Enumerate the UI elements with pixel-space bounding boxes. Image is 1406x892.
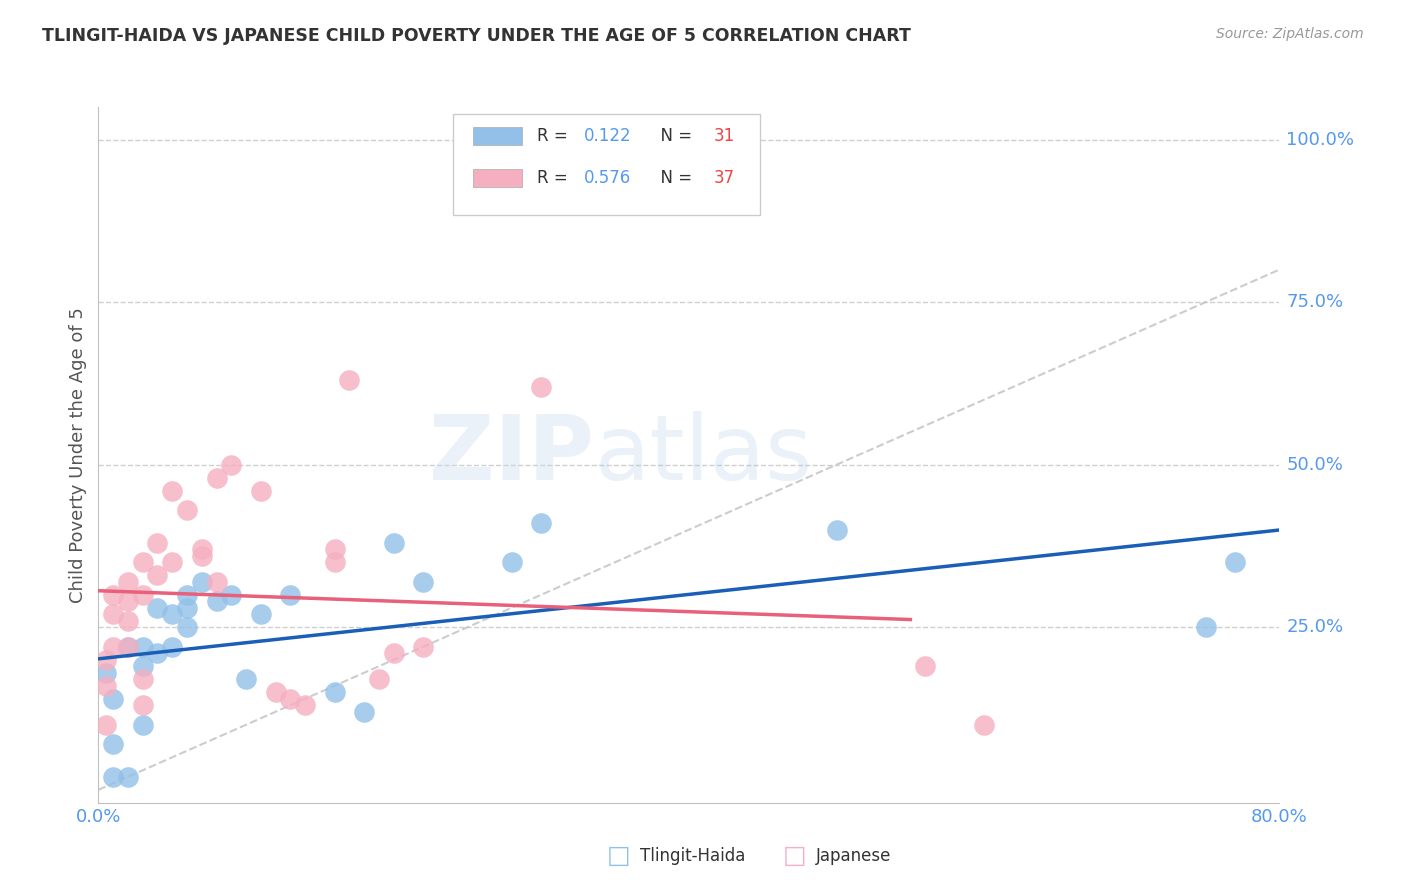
Point (501, 555, 523, 569)
Point (146, 568, 169, 582)
Point (94, 718, 117, 732)
Text: 0.122: 0.122 (583, 128, 631, 145)
Point (1223, 555, 1246, 569)
Point (294, 698, 316, 713)
Point (973, 718, 995, 732)
Point (219, 588, 242, 602)
Point (103, 770, 125, 784)
Point (205, 574, 228, 589)
Point (176, 600, 198, 615)
Point (176, 588, 198, 602)
Point (382, 646, 405, 660)
Point (103, 737, 125, 751)
Y-axis label: Child Poverty Under the Age of 5: Child Poverty Under the Age of 5 (69, 307, 87, 603)
Point (117, 640, 139, 654)
Point (219, 458, 242, 472)
Point (146, 535, 169, 549)
Point (162, 640, 183, 654)
Point (412, 640, 434, 654)
Point (191, 542, 214, 557)
Point (278, 691, 302, 706)
Text: N =: N = (650, 128, 697, 145)
Point (235, 672, 257, 686)
Point (94, 665, 117, 680)
Text: 50.0%: 50.0% (1286, 456, 1343, 474)
Point (117, 770, 139, 784)
Text: R =: R = (537, 169, 572, 187)
Text: 75.0%: 75.0% (1286, 293, 1344, 311)
Text: 100.0%: 100.0% (1286, 130, 1354, 149)
Point (117, 574, 139, 589)
Point (353, 705, 375, 719)
Point (117, 640, 139, 654)
Point (412, 574, 434, 589)
Text: 0.576: 0.576 (583, 169, 631, 187)
Point (1195, 620, 1218, 634)
Point (132, 659, 155, 673)
Point (825, 523, 848, 537)
Point (132, 698, 155, 713)
Point (94, 653, 117, 667)
Point (323, 542, 346, 557)
Text: atlas: atlas (595, 411, 813, 499)
Point (132, 640, 155, 654)
Point (103, 607, 125, 622)
Point (337, 373, 360, 387)
Text: 31: 31 (714, 128, 735, 145)
Point (132, 555, 155, 569)
Point (103, 588, 125, 602)
Text: 25.0%: 25.0% (1286, 618, 1344, 636)
Text: ZIP: ZIP (429, 411, 595, 499)
Bar (472, 169, 523, 187)
Point (117, 614, 139, 628)
Point (323, 685, 346, 699)
Text: □: □ (783, 845, 806, 868)
Point (530, 516, 553, 531)
Point (250, 483, 273, 498)
Text: □: □ (607, 845, 630, 868)
Point (205, 594, 228, 608)
FancyBboxPatch shape (453, 114, 759, 215)
Point (205, 471, 228, 485)
Point (264, 685, 287, 699)
Point (103, 691, 125, 706)
Point (132, 588, 155, 602)
Bar (472, 128, 523, 145)
Point (382, 535, 405, 549)
Point (191, 574, 214, 589)
Text: 37: 37 (714, 169, 735, 187)
Text: R =: R = (537, 128, 572, 145)
Point (103, 640, 125, 654)
Text: Tlingit-Haida: Tlingit-Haida (640, 847, 745, 865)
Point (191, 549, 214, 563)
Point (132, 718, 155, 732)
Point (368, 672, 391, 686)
Point (162, 607, 183, 622)
Point (530, 379, 553, 393)
Point (94, 679, 117, 693)
Point (117, 594, 139, 608)
Text: Source: ZipAtlas.com: Source: ZipAtlas.com (1216, 27, 1364, 41)
Point (176, 503, 198, 517)
Point (278, 588, 302, 602)
Point (162, 483, 183, 498)
Point (132, 672, 155, 686)
Point (914, 659, 936, 673)
Point (146, 646, 169, 660)
Point (176, 620, 198, 634)
Point (323, 555, 346, 569)
Text: N =: N = (650, 169, 697, 187)
Text: TLINGIT-HAIDA VS JAPANESE CHILD POVERTY UNDER THE AGE OF 5 CORRELATION CHART: TLINGIT-HAIDA VS JAPANESE CHILD POVERTY … (42, 27, 911, 45)
Point (146, 600, 169, 615)
Point (250, 607, 273, 622)
Text: Japanese: Japanese (815, 847, 891, 865)
Point (162, 555, 183, 569)
